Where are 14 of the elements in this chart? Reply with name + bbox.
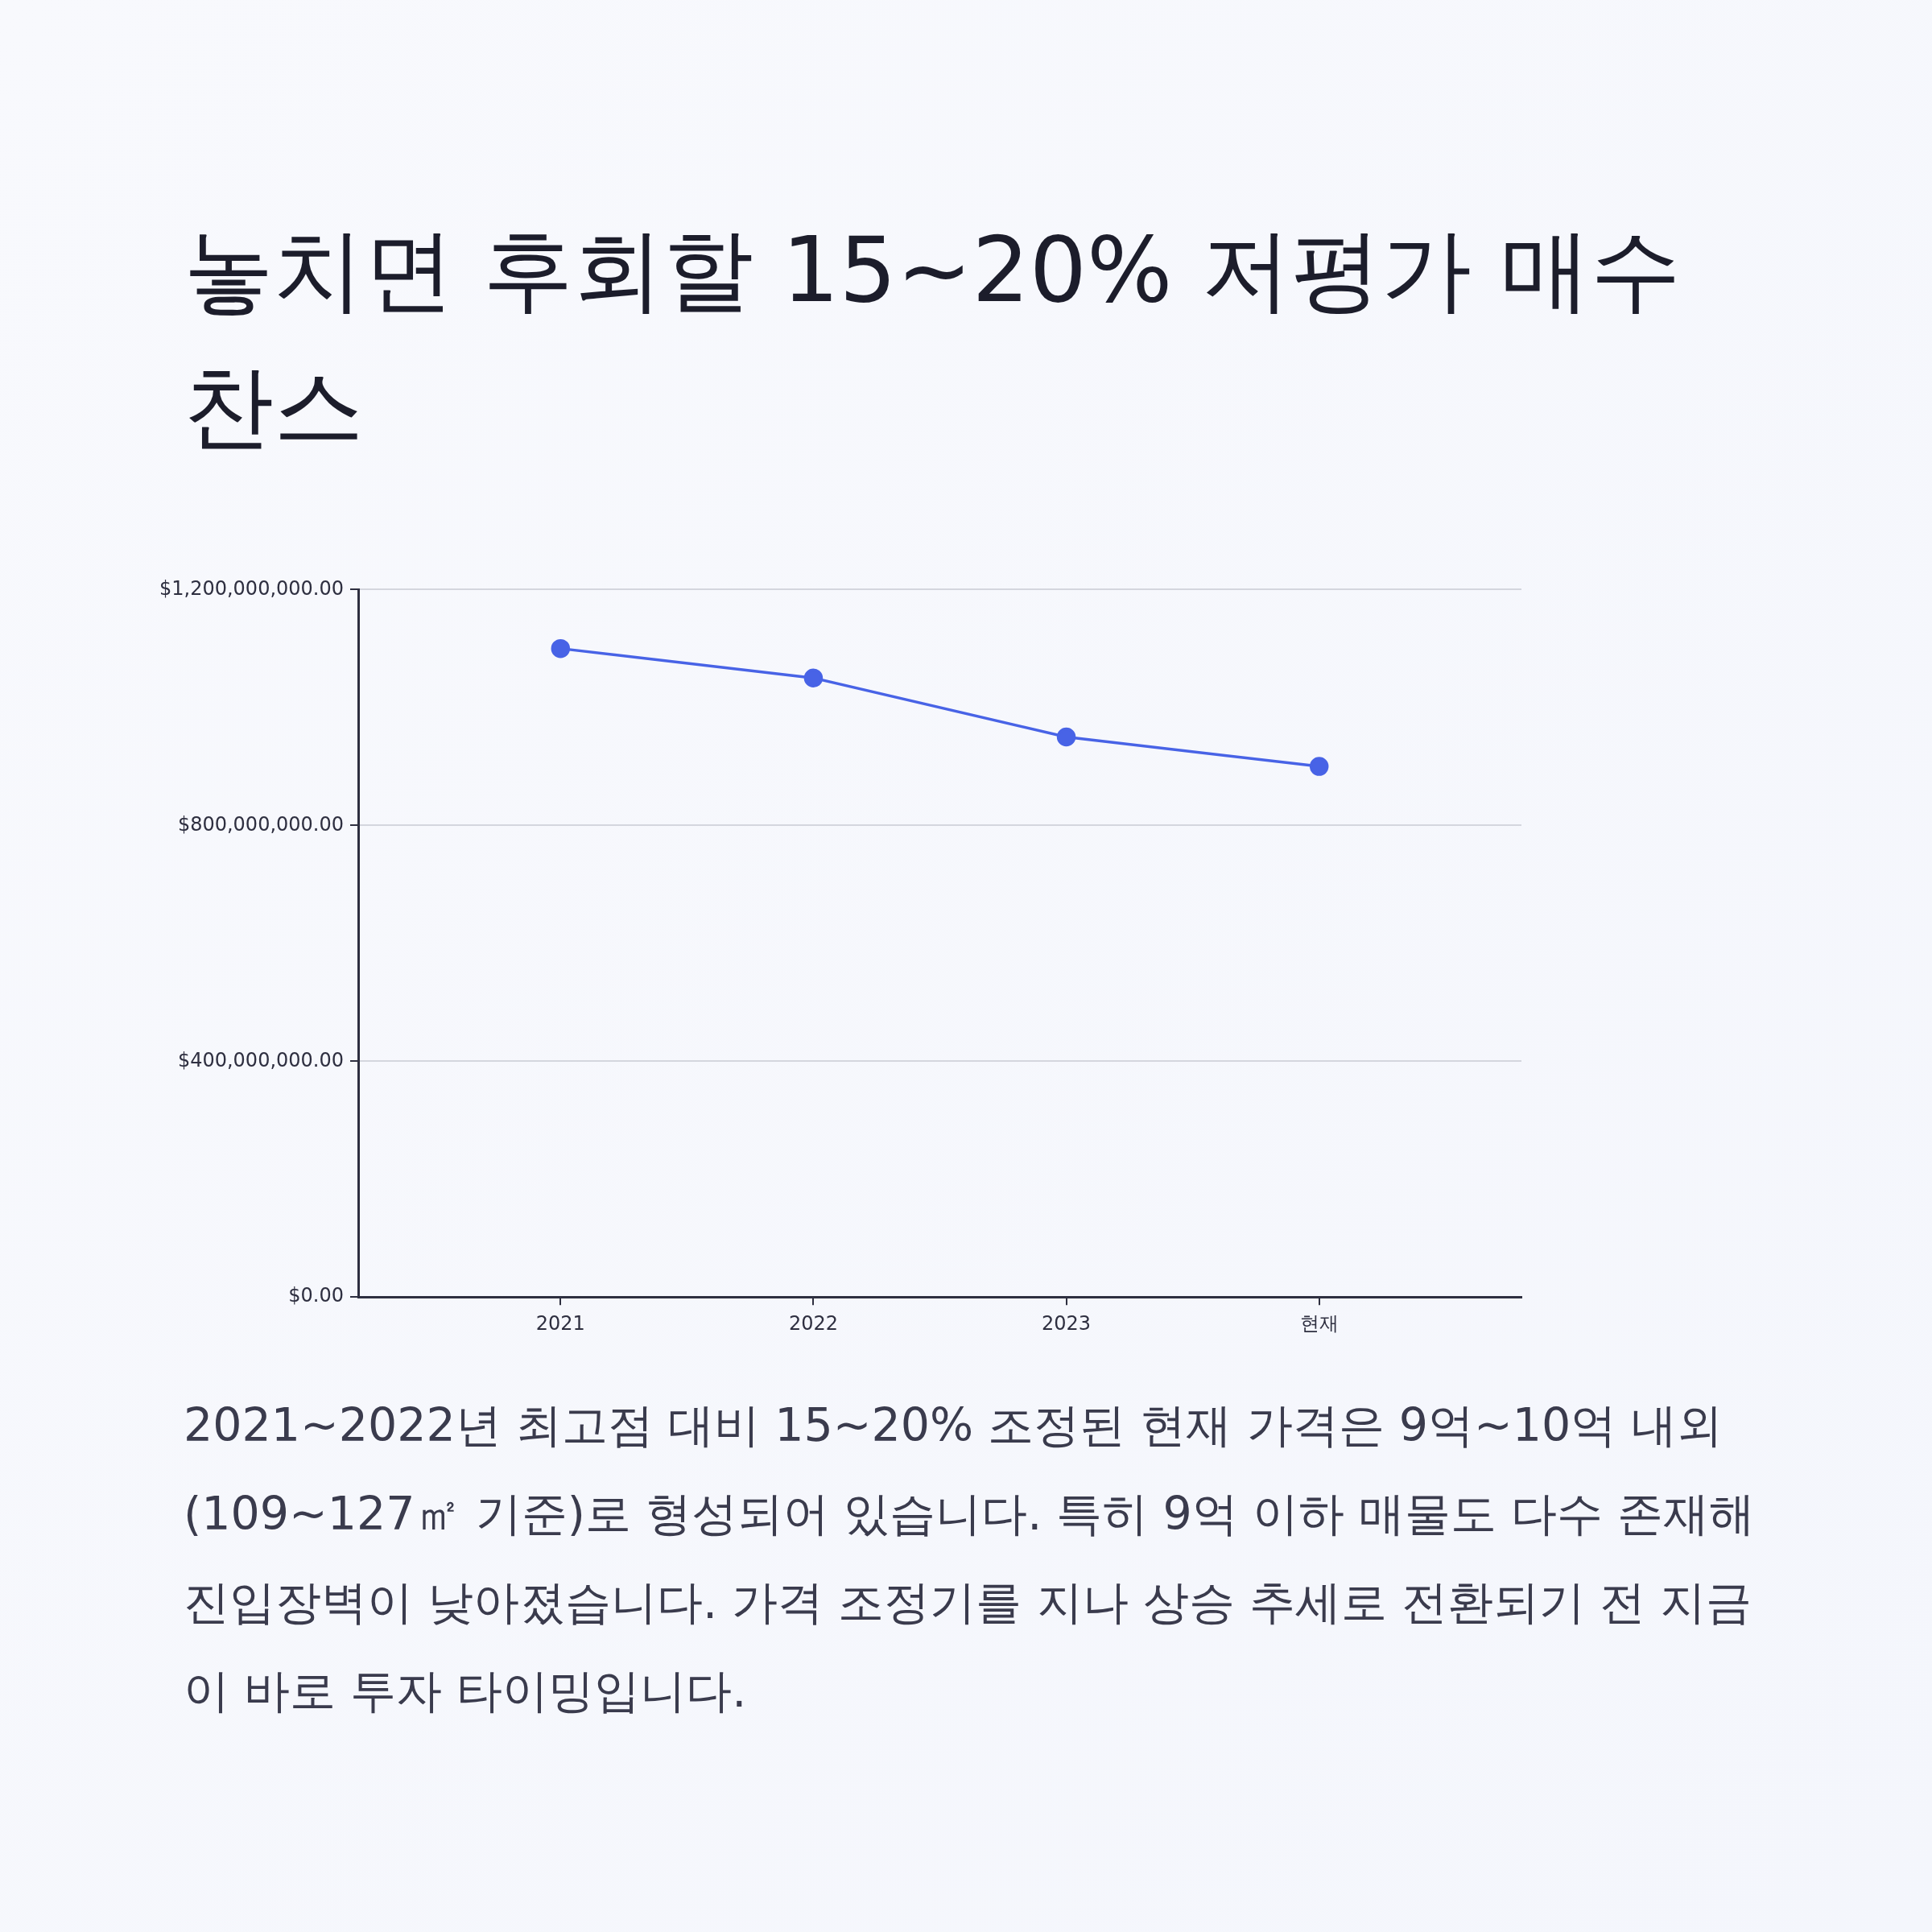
y-tick-label: $1,200,000,000.00 — [159, 576, 345, 600]
point — [1056, 727, 1076, 747]
y-tick-label: $400,000,000.00 — [177, 1048, 345, 1071]
x-tick-label: 2021 — [535, 1311, 585, 1335]
point — [1309, 757, 1329, 776]
chart-title: 놓치면 후회할 15~20% 저평가 매수 찬스 — [184, 217, 1682, 460]
point — [551, 638, 571, 658]
text: 2021~2022년 최고점 대비 15~20% 조정된 현재 가격은 9억~10억 내외(109~127㎡ 기준)로 형성되어 있습니다. 특히 9억 이하 매물도 다수 존재해 진입장벽이 낮아졌습니다. 가격 조정기를 지나 상승 추세로 전환되기 전 지금이 바로 투자 타이밍입니다. — [184, 1397, 1757, 1719]
y-tick-label: $0.00 — [288, 1284, 345, 1307]
x-tick-label: 2022 — [788, 1311, 838, 1335]
x-tick-label: 2023 — [1042, 1311, 1092, 1335]
y-tick-label: $800,000,000.00 — [177, 812, 345, 836]
x-tick-label: 현재 — [1299, 1311, 1339, 1335]
point — [803, 668, 824, 687]
